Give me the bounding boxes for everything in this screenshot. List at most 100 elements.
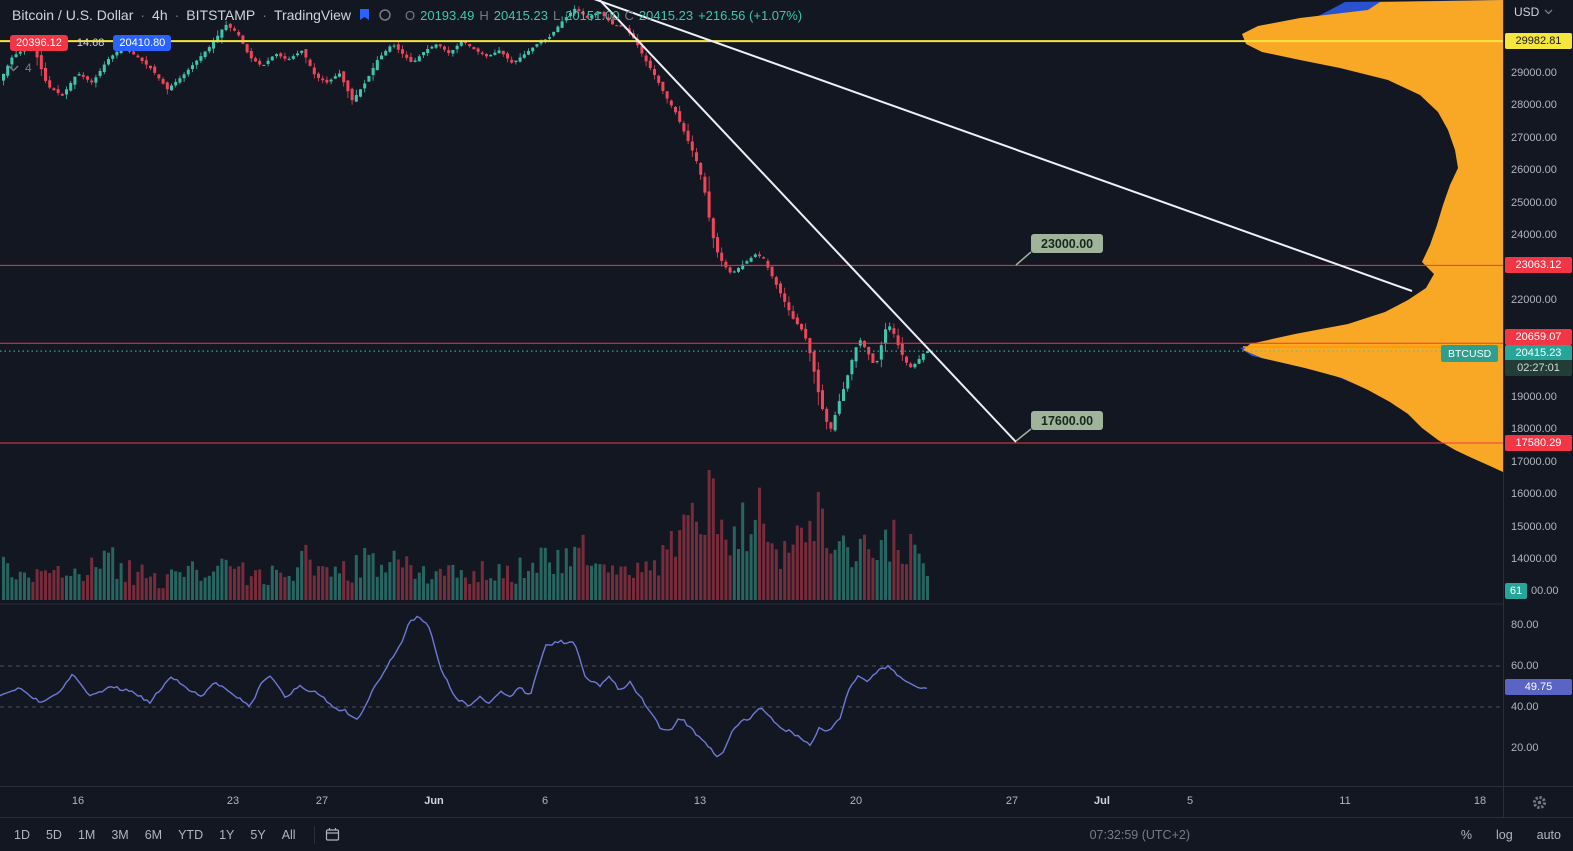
rsi-indicator [0,615,1503,758]
session-clock[interactable]: 07:32:59 (UTC+2) [1089,827,1190,842]
yellow-price-badge: 29982.81 [1505,33,1572,50]
change-readout: +216.56 (+1.07%) [698,7,803,23]
price-axis[interactable]: USD 29000.00 28000.00 27000.00 26000.00 2500… [1503,0,1573,786]
price-tag-mid-value: 14.68 [76,37,105,49]
time-tick: Jun [424,795,444,807]
trend-line[interactable] [580,0,1413,292]
symbol-title[interactable]: Bitcoin / U.S. Dollar [12,7,134,23]
rsi-tick: 80.00 [1511,619,1539,631]
open-value: 20193.49 [420,7,475,23]
price-tick: 28000.00 [1511,99,1557,112]
low-value: 20151.00 [565,7,620,23]
brand-label: TradingView [273,7,351,23]
range-button-6m[interactable]: 6M [144,827,163,842]
range-button-1y[interactable]: 1Y [219,827,235,842]
price-tick: 19000.00 [1511,391,1557,403]
bar-countdown-badge: 02:27:01 [1505,360,1572,377]
close-label: C [624,7,634,23]
goto-date-icon[interactable] [325,827,341,842]
symbol-price-badge: BTCUSD [1441,345,1499,363]
last-price-badge: 20415.23 [1505,345,1572,362]
rsi-value-badge: 49.75 [1505,679,1572,695]
bottom-toolbar: 1D 5D 1M 3M 6M YTD 1Y 5Y All 07:32:59 (UTC+2) % l… [0,817,1573,851]
time-axis[interactable]: 16 23 27 Jun 6 13 20 27 Jul 5 11 18 [0,786,1503,818]
scale-control-log[interactable]: log [1495,827,1513,842]
price-tick: 16000.00 [1511,488,1557,501]
price-callout[interactable]: 23000.00 [1031,234,1104,253]
settings-gear-icon[interactable] [1531,794,1548,811]
currency-label: USD [1514,5,1540,19]
time-tick: 27 [315,795,329,807]
price-callout[interactable]: 17600.00 [1031,411,1104,430]
trend-line[interactable] [594,0,1017,443]
rsi-tick: 60.00 [1511,660,1539,672]
currency-selector[interactable]: USD [1514,5,1553,19]
interval-label[interactable]: 4h [152,7,168,23]
range-button-5d[interactable]: 5D [45,827,62,842]
partial-price-tick: 00.00 [1531,585,1559,598]
circle-icon[interactable] [378,8,392,22]
callout-pointer [1015,251,1032,266]
price-tick: 25000.00 [1511,196,1557,209]
open-label: O [404,7,416,23]
close-value: 20415.23 [638,7,694,23]
volume-series [2,470,929,600]
rsi-tick: 20.00 [1511,742,1539,754]
indicators-collapse-toggle[interactable]: 4 [8,61,32,75]
red-price-badge: 20659.07 [1505,329,1572,346]
price-tick: 29000.00 [1511,67,1557,79]
time-tick: 5 [1186,795,1194,807]
range-button-all[interactable]: All [281,827,296,842]
scale-controls: % log auto [1461,828,1561,842]
trend-lines[interactable] [580,0,1413,443]
range-button-5y[interactable]: 5Y [250,827,266,842]
chart-header: Bitcoin / U.S. Dollar · 4h · BITSTAMP · … [12,7,802,23]
high-label: H [479,7,489,23]
scale-control-percent[interactable]: % [1460,827,1472,842]
range-buttons: 1D 5D 1M 3M 6M YTD 1Y 5Y All [6,824,304,846]
time-tick: Jul [1094,795,1110,807]
chevron-down-icon [8,64,19,72]
range-button-1m[interactable]: 1M [77,827,96,842]
scale-control-auto[interactable]: auto [1536,827,1561,842]
exchange-label: BITSTAMP [186,7,256,23]
low-label: L [552,7,561,23]
range-button-ytd[interactable]: YTD [178,827,204,842]
time-tick: 20 [849,795,863,807]
range-button-1d[interactable]: 1D [14,827,30,842]
high-value: 20415.23 [493,7,548,23]
price-tick: 17000.00 [1511,455,1557,468]
rsi-tick: 40.00 [1511,701,1539,713]
time-tick: 11 [1339,795,1351,807]
rsi-line [0,615,928,758]
price-tick: 27000.00 [1511,131,1557,144]
red-price-badge: 17580.29 [1505,434,1572,451]
callout-pointer [1015,428,1032,442]
price-tag-red: 20396.12 [10,35,68,51]
price-tick: 26000.00 [1511,164,1557,177]
separator: · [174,7,180,23]
chart-canvas[interactable] [0,0,1503,786]
price-tick: 15000.00 [1511,520,1557,533]
time-tick: 6 [541,795,549,807]
ohlc-readout: O 20193.49 H 20415.23 L 20151.00 C 20415… [405,8,802,23]
price-tags-row: 20396.12 14.68 20410.80 [10,35,172,51]
volume-profile [1240,0,1503,472]
price-tick: 22000.00 [1511,293,1557,306]
time-tick: 13 [693,795,707,807]
indicators-count: 4 [25,61,32,75]
range-button-3m[interactable]: 3M [111,827,129,842]
horizontal-lines[interactable] [0,40,1503,444]
price-tick: 18000.00 [1511,423,1557,436]
volume-value-badge: 61 [1505,583,1527,600]
chevron-down-icon [1544,9,1553,15]
time-tick: 27 [1005,795,1019,807]
flag-icon[interactable] [358,8,371,22]
separator: · [262,7,267,23]
price-tick: 14000.00 [1511,553,1557,565]
time-tick: 23 [226,795,240,807]
toolbar-divider [313,825,315,844]
time-tick: 18 [1473,795,1487,807]
separator: · [140,7,146,23]
